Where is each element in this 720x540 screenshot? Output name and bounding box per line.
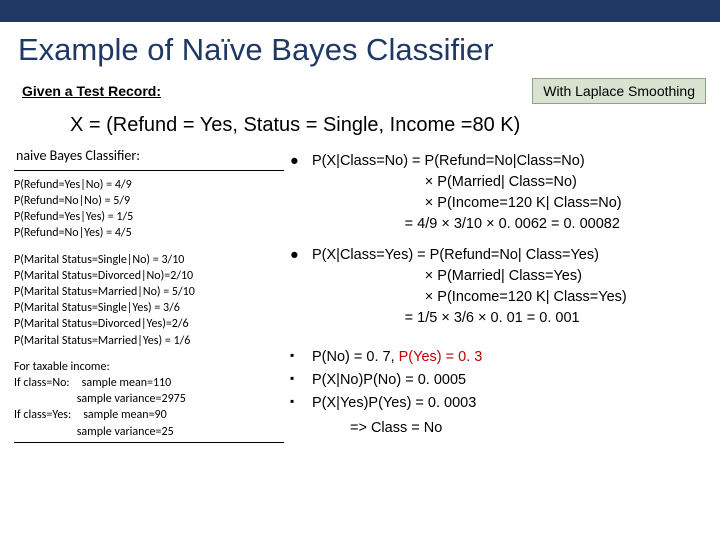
laplace-highlight: With Laplace Smoothing [532,78,706,104]
prob-line: P(Marital Status=Married|Yes) = 1/6 [14,333,284,349]
calc-line: = 4/9 × 3/10 × 0. 0062 = 0. 00082 [312,214,622,235]
income-line: sample variance=25 [14,424,284,440]
prob-line: P(Marital Status=Divorced|Yes)=2/6 [14,316,284,332]
bullet-icon: ▪ [290,370,312,391]
calc-line: = 1/5 × 3/6 × 0. 01 = 0. 001 [312,308,627,329]
bullet-icon: ▪ [290,347,312,368]
calc-line: × P(Married| Class=Yes) [312,266,627,287]
result-row: ▪ P(X|Yes)P(Yes) = 0. 0003 [290,393,714,414]
prior-no: P(No) = 0. 7, [312,349,399,365]
calc-line: P(X|Class=No) = P(Refund=No|Class=No) [312,151,622,172]
calc-line: × P(Income=120 K| Class=Yes) [312,287,627,308]
income-line: For taxable income: [14,359,284,375]
calc-line: × P(Married| Class=No) [312,172,622,193]
test-record-definition: X = (Refund = Yes, Status = Single, Inco… [0,108,720,145]
bullet-icon: ● [290,151,312,235]
result-row: ▪ P(X|No)P(No) = 0. 0005 [290,370,714,391]
calc-line: × P(Income=120 K| Class=No) [312,193,622,214]
given-record-label: Given a Test Record: [22,83,161,99]
result-row: ▪ P(No) = 0. 7, P(Yes) = 0. 3 [290,347,714,368]
calc-block-yes: ● P(X|Class=Yes) = P(Refund=No| Class=Ye… [290,245,714,329]
slide-title: Example of Naïve Bayes Classifier [0,22,720,74]
posterior-no: P(X|No)P(No) = 0. 0005 [312,370,714,391]
prob-line: P(Marital Status=Divorced|No)=2/10 [14,268,284,284]
income-line: If class=No: sample mean=110 [14,375,284,391]
income-line: sample variance=2975 [14,391,284,407]
header-row: Given a Test Record: With Laplace Smooth… [0,74,720,108]
conclusion: => Class = No [290,418,714,439]
prob-line: P(Refund=No|Yes) = 4/5 [14,225,284,241]
classifier-heading: naive Bayes Classifier: [14,145,284,168]
prior-yes: P(Yes) = 0. 3 [399,349,483,365]
calc-block-no: ● P(X|Class=No) = P(Refund=No|Class=No) … [290,151,714,235]
bullet-icon: ▪ [290,393,312,414]
prob-line: P(Marital Status=Married|No) = 5/10 [14,284,284,300]
main-content: naive Bayes Classifier: P(Refund=Yes|No)… [0,145,720,449]
bullet-icon: ● [290,245,312,329]
divider [14,442,284,443]
classifier-params-panel: naive Bayes Classifier: P(Refund=Yes|No)… [14,145,284,449]
income-line: If class=Yes: sample mean=90 [14,407,284,423]
prob-line: P(Marital Status=Single|No) = 3/10 [14,252,284,268]
prob-line: P(Refund=No|No) = 5/9 [14,193,284,209]
posterior-yes: P(X|Yes)P(Yes) = 0. 0003 [312,393,714,414]
prob-line: P(Refund=Yes|No) = 4/9 [14,177,284,193]
prob-line: P(Marital Status=Single|Yes) = 3/6 [14,300,284,316]
calc-line: P(X|Class=Yes) = P(Refund=No| Class=Yes) [312,245,627,266]
calculation-panel: ● P(X|Class=No) = P(Refund=No|Class=No) … [284,145,714,449]
divider [14,170,284,171]
prob-line: P(Refund=Yes|Yes) = 1/5 [14,209,284,225]
slide-top-bar [0,0,720,22]
